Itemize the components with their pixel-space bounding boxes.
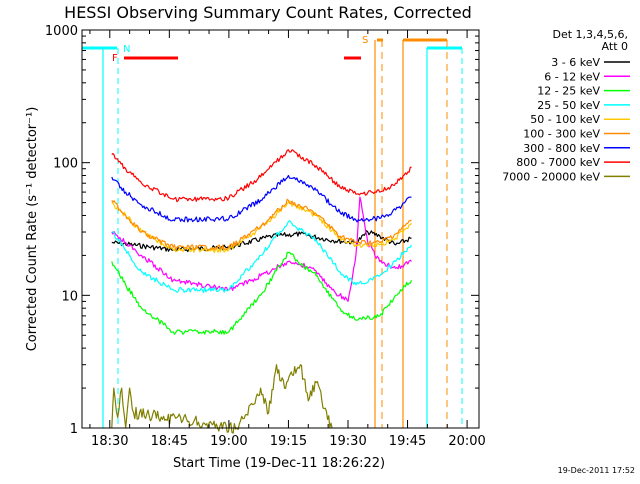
series-line (111, 220, 413, 293)
y-tick-label: 1 (70, 422, 78, 437)
legend-entry-label: 3 - 6 keV (551, 56, 600, 69)
legend-title-line-1: Det 1,3,4,5,6, (552, 28, 628, 41)
legend-entry-label: 800 - 7000 keV (516, 156, 600, 169)
legend-title-line-2: Att 0 (602, 40, 628, 53)
annotation-s: S (362, 35, 368, 46)
legend-entry-label: 25 - 50 keV (537, 99, 600, 112)
x-tick-label: 18:45 (151, 434, 188, 449)
x-tick-label: 19:15 (270, 434, 307, 449)
legend-entry-label: 50 - 100 keV (530, 113, 600, 126)
plot-timestamp: 19-Dec-2011 17:52 (558, 466, 635, 475)
x-axis-label: Start Time (19-Dec-11 18:26:22) (173, 456, 385, 471)
series-line (111, 364, 333, 434)
series-line (111, 149, 412, 203)
chart-title: HESSI Observing Summary Count Rates, Cor… (64, 3, 472, 22)
y-tick-label: 100 (53, 157, 78, 172)
x-tick-label: 19:45 (389, 434, 426, 449)
annotation-f: F (112, 53, 118, 64)
legend-entry-label: 6 - 12 keV (544, 70, 600, 83)
x-tick-label: 19:30 (329, 434, 366, 449)
annotation-n: N (123, 44, 130, 55)
legend-entry-label: 12 - 25 keV (537, 85, 600, 98)
axes-layer: 18:30 18:45 19:00 19:15 19:30 19:45 20:00 1 10 10… (45, 24, 486, 449)
series-layer (111, 149, 413, 434)
attenuator-and-flag-bars (82, 38, 463, 428)
series-line (111, 251, 413, 335)
series-line (111, 198, 412, 251)
x-tick-label: 18:30 (91, 434, 128, 449)
x-tick-label: 20:00 (448, 434, 485, 449)
x-tick-label: 19:00 (210, 434, 247, 449)
y-tick-label: 1000 (45, 24, 78, 39)
legend-entry-label: 7000 - 20000 keV (502, 170, 600, 183)
series-line (111, 230, 412, 253)
series-line (111, 174, 412, 223)
legend-entry-label: 300 - 800 keV (523, 142, 600, 155)
y-axis-label: Corrected Count Rate (s⁻¹ detector⁻¹) (25, 107, 40, 352)
plot-frame (81, 29, 480, 429)
legend-entry-label: 100 - 300 keV (523, 128, 600, 141)
y-tick-label: 10 (61, 289, 78, 304)
series-line (111, 196, 412, 302)
